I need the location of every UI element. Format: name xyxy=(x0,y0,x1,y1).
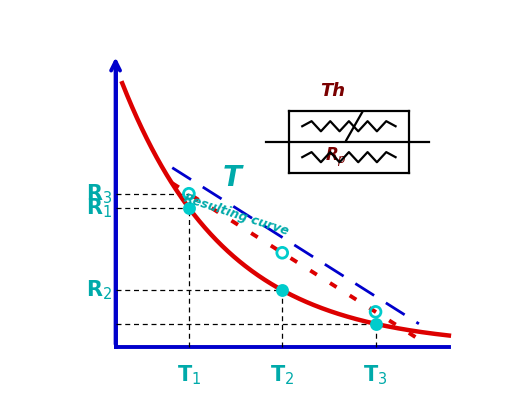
Text: T: T xyxy=(223,164,242,192)
Text: R$_p$: R$_p$ xyxy=(325,146,347,169)
Point xyxy=(185,190,193,197)
Text: R$_1$: R$_1$ xyxy=(86,196,112,220)
Text: T$_3$: T$_3$ xyxy=(364,364,388,388)
Point xyxy=(185,205,193,211)
Text: Th: Th xyxy=(319,81,345,100)
Point xyxy=(278,249,286,256)
Text: R$_3$: R$_3$ xyxy=(86,182,112,205)
Text: R$_2$: R$_2$ xyxy=(86,278,112,302)
Point xyxy=(372,308,380,315)
Point xyxy=(278,287,286,293)
Point xyxy=(372,320,380,327)
Text: T$_2$: T$_2$ xyxy=(270,364,294,388)
Text: T$_1$: T$_1$ xyxy=(177,364,201,388)
Text: Resulting curve: Resulting curve xyxy=(182,191,290,237)
